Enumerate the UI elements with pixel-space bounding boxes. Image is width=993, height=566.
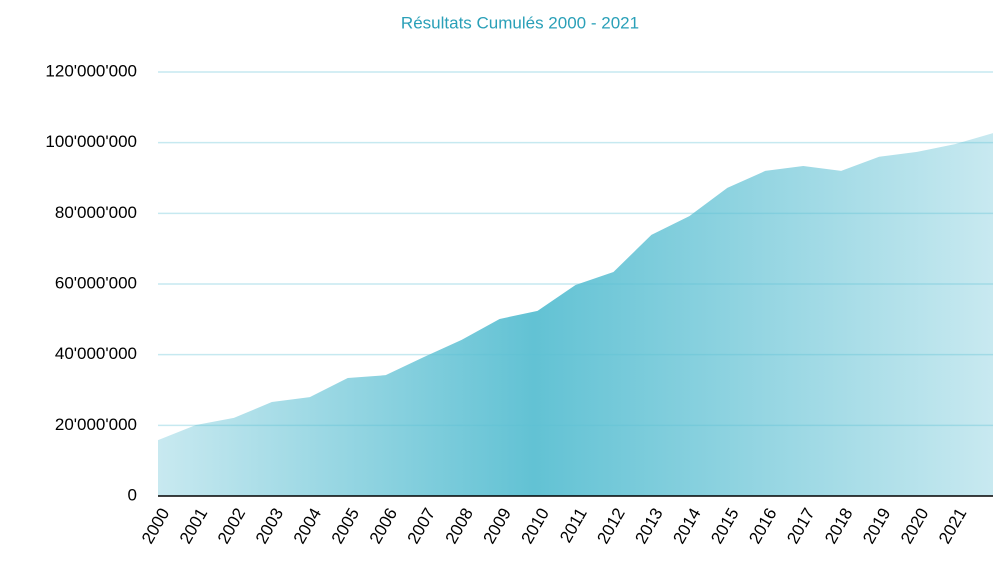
x-tick-label: 2017 [783, 505, 818, 547]
x-tick-label: 2012 [593, 505, 628, 547]
x-tick-label: 2008 [442, 505, 477, 547]
y-tick-label: 80'000'000 [55, 203, 137, 222]
x-tick-label: 2013 [631, 505, 666, 547]
y-tick-label: 20'000'000 [55, 415, 137, 434]
x-tick-label: 2018 [821, 505, 856, 547]
y-tick-label: 100'000'000 [45, 132, 137, 151]
y-tick-label: 60'000'000 [55, 273, 137, 292]
x-tick-label: 2009 [480, 505, 515, 547]
x-tick-label: 2020 [897, 505, 932, 547]
x-tick-label: 2019 [859, 505, 894, 547]
x-tick-label: 2014 [669, 505, 704, 547]
x-tick-label: 2002 [214, 505, 249, 547]
x-tick-label: 2006 [366, 505, 401, 547]
x-tick-label: 2003 [252, 505, 287, 547]
y-tick-label: 40'000'000 [55, 344, 137, 363]
x-tick-label: 2001 [176, 505, 211, 547]
x-tick-label: 2011 [556, 505, 591, 546]
x-tick-label: 2000 [138, 505, 173, 547]
x-tick-label: 2007 [404, 505, 439, 547]
chart-title: Résultats Cumulés 2000 - 2021 [401, 13, 639, 32]
x-tick-label: 2016 [745, 505, 780, 547]
y-tick-label: 0 [128, 485, 137, 504]
area [158, 133, 993, 497]
x-tick-label: 2021 [935, 505, 970, 547]
y-tick-label: 120'000'000 [45, 61, 137, 80]
x-tick-label: 2015 [707, 505, 742, 547]
x-tick-label: 2010 [518, 505, 553, 547]
x-tick-label: 2005 [328, 505, 363, 547]
x-tick-label: 2004 [290, 505, 325, 547]
